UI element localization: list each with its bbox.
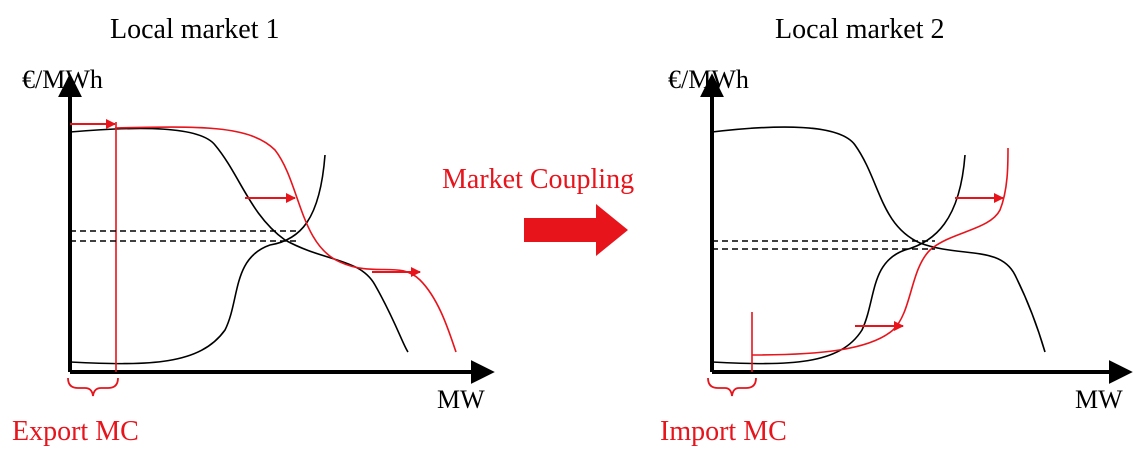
market-coupling-arrow-icon: [524, 204, 628, 256]
right-panel-title: Local market 2: [775, 14, 944, 45]
left-supply-curve: [69, 154, 326, 365]
left-y-axis-unit: €/MWh: [22, 65, 103, 94]
right-y-axis-unit: €/MWh: [668, 65, 749, 94]
right-supply-curve: [711, 154, 966, 365]
right-demand-curve: [711, 126, 1046, 353]
right-import-label: Import MC: [660, 416, 787, 447]
left-panel-title: Local market 1: [110, 14, 279, 45]
right-shifted-supply-curve: [751, 147, 1009, 356]
right-panel: Local market 2 €/MWh MW Import MC: [660, 14, 1133, 447]
left-demand-curve: [69, 127, 409, 353]
right-import-brace: [707, 377, 757, 397]
left-shifted-demand-curve: [114, 126, 457, 353]
left-export-brace: [67, 377, 119, 397]
left-export-label: Export MC: [12, 416, 139, 447]
left-x-axis-unit: MW: [437, 385, 485, 414]
right-x-axis-unit: MW: [1075, 385, 1123, 414]
market-coupling-label: Market Coupling: [442, 164, 634, 195]
market-coupling-indicator: Market Coupling: [442, 164, 634, 256]
left-panel: Local market 1 €/MWh MW Export MC: [12, 14, 495, 447]
